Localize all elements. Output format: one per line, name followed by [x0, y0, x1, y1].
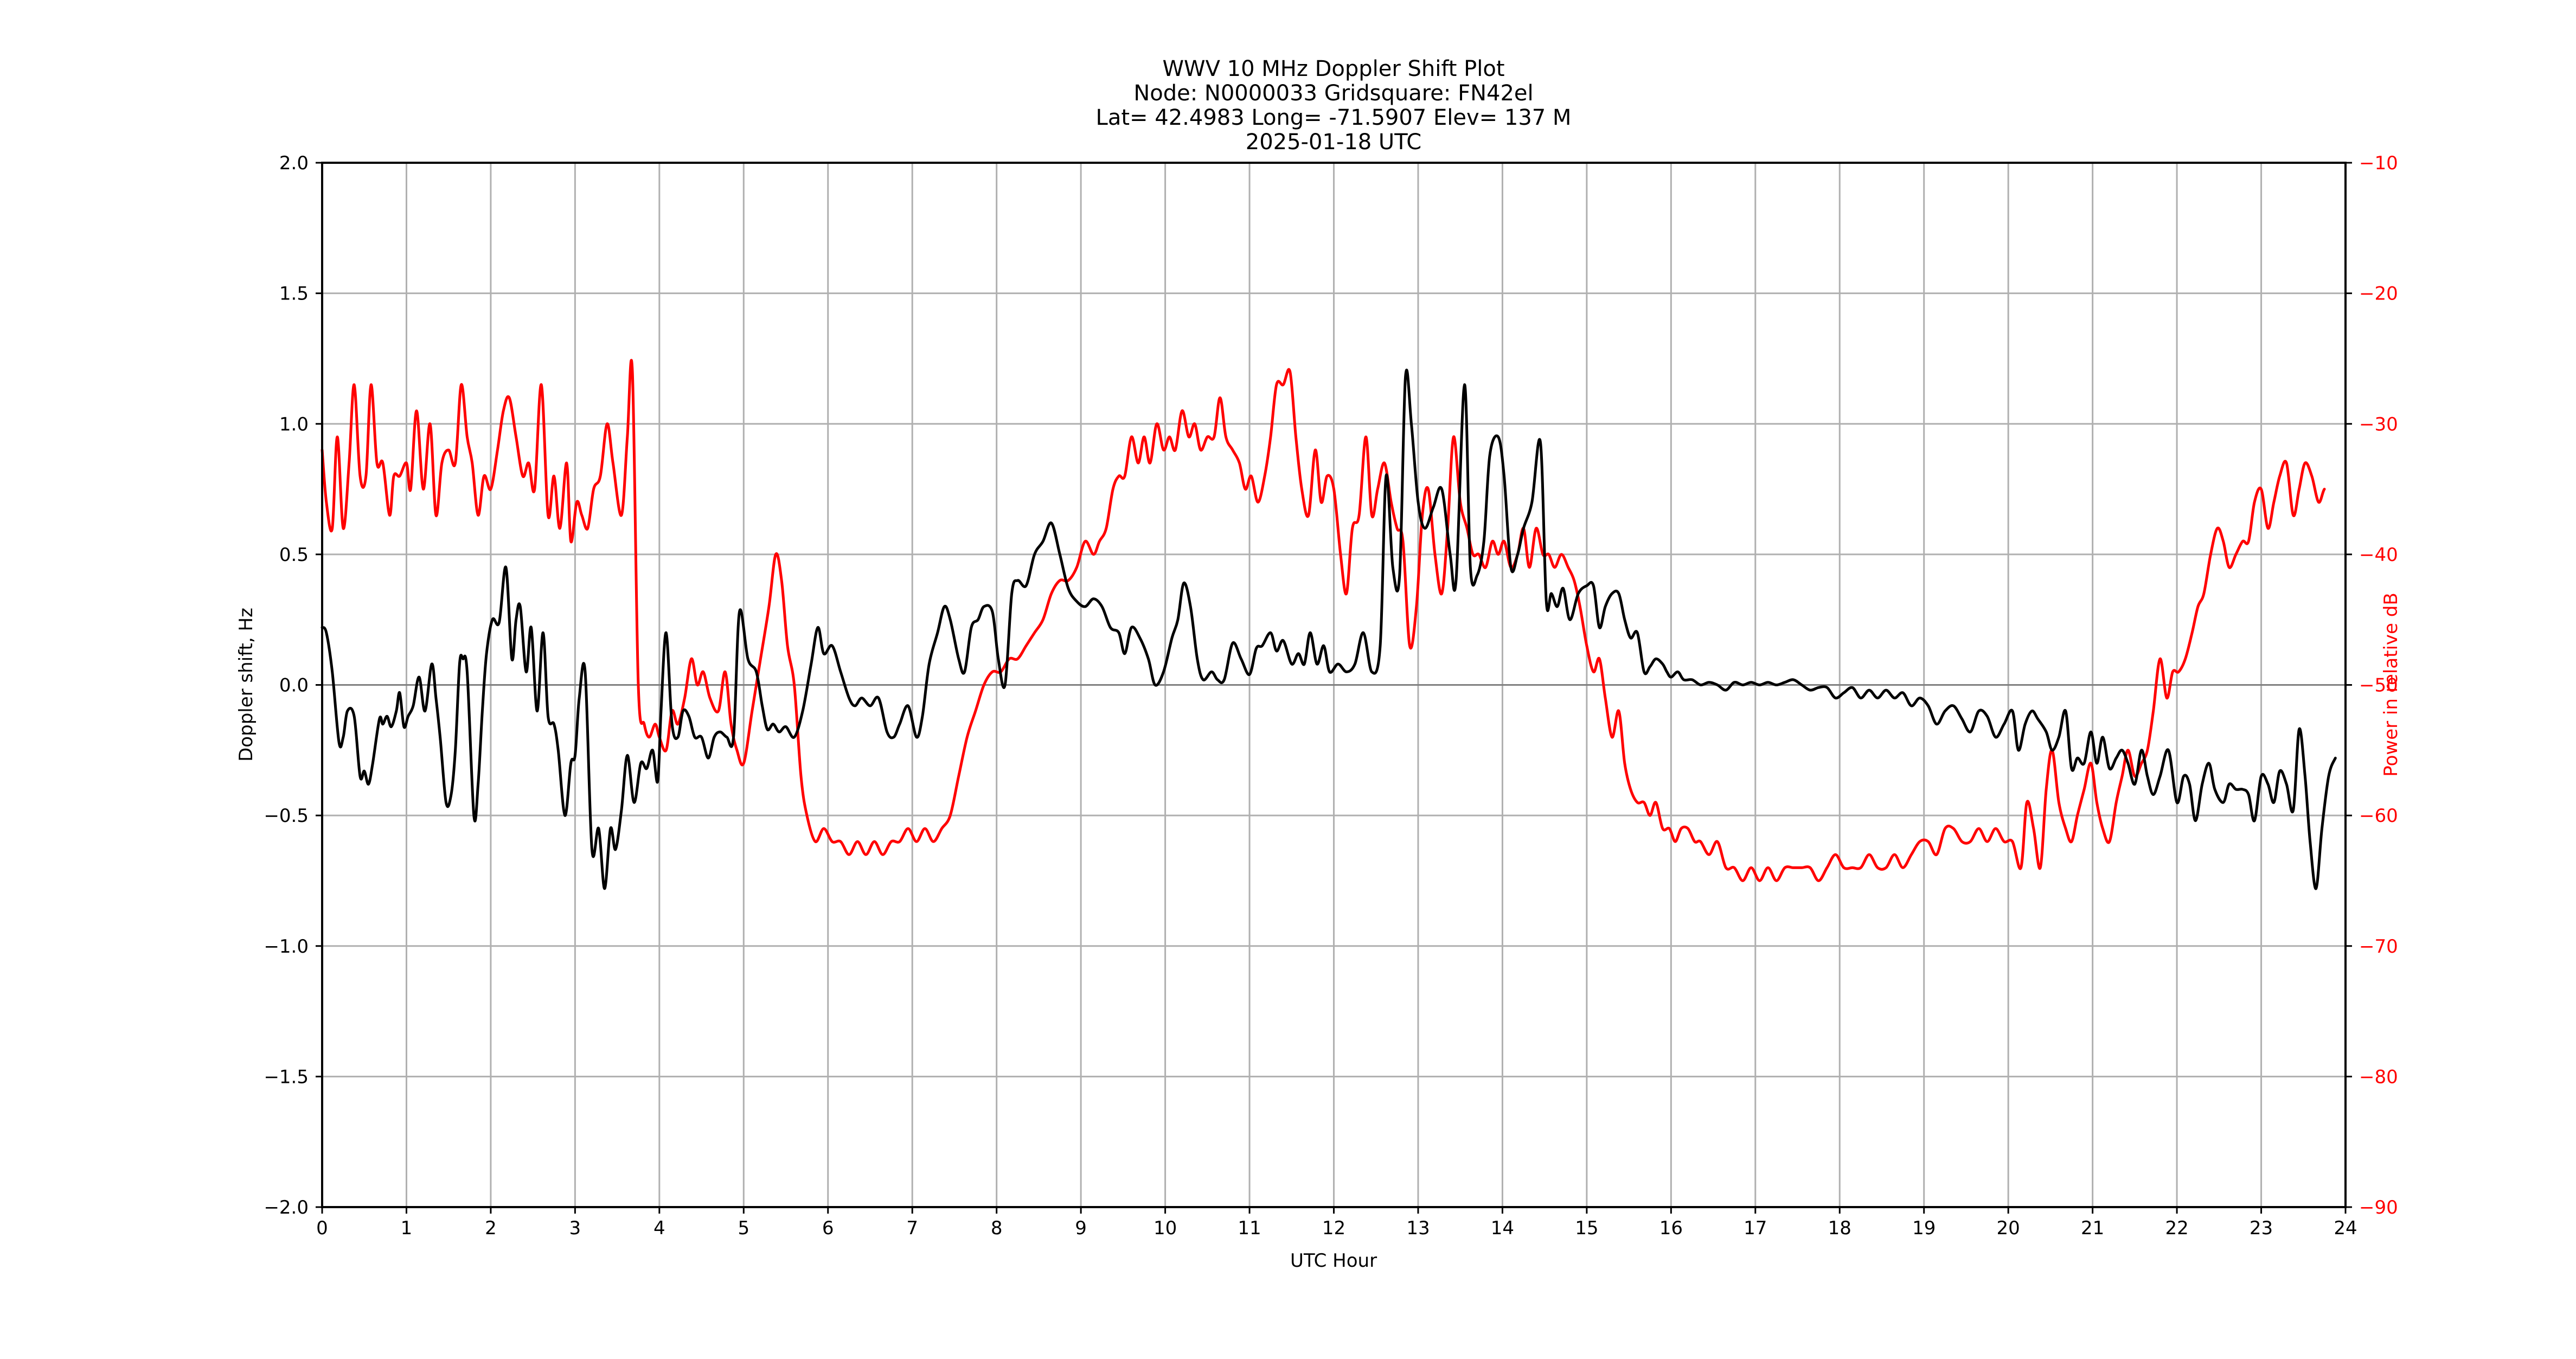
y-right-tick-label: −70	[2359, 936, 2398, 958]
x-tick-label: 21	[2081, 1217, 2104, 1239]
y-right-axis-ticks: −10 −20 −30 −40 −50 −60 −70 −80 −90	[2346, 152, 2398, 1218]
x-tick-label: 4	[653, 1217, 665, 1239]
x-tick-label: 9	[1075, 1217, 1087, 1239]
y-left-tick-label: 1.0	[279, 413, 309, 435]
y-left-axis-ticks: 2.0 1.5 1.0 0.5 0.0 −0.5 −1.0 −1.5 −2.0	[264, 152, 322, 1218]
y-left-tick-label: −0.5	[264, 805, 309, 827]
x-tick-label: 23	[2250, 1217, 2273, 1239]
y-right-tick-label: −90	[2359, 1197, 2398, 1218]
x-tick-label: 16	[1659, 1217, 1683, 1239]
x-tick-label: 2	[485, 1217, 497, 1239]
y-right-tick-label: −60	[2359, 805, 2398, 827]
x-tick-label: 18	[1828, 1217, 1851, 1239]
x-tick-label: 24	[2334, 1217, 2357, 1239]
x-tick-label: 17	[1744, 1217, 1767, 1239]
y-right-tick-label: −10	[2359, 152, 2398, 174]
x-tick-label: 8	[991, 1217, 1003, 1239]
y-left-tick-label: 0.5	[279, 544, 309, 566]
title-line-1: WWV 10 MHz Doppler Shift Plot	[1162, 56, 1504, 81]
title-line-3: Lat= 42.4983 Long= -71.5907 Elev= 137 M	[1096, 105, 1572, 130]
power-series-line	[321, 359, 2326, 882]
y-left-tick-label: 2.0	[279, 152, 309, 174]
y-left-tick-label: −1.0	[264, 936, 309, 958]
x-tick-label: 14	[1491, 1217, 1514, 1239]
chart-title: WWV 10 MHz Doppler Shift Plot Node: N000…	[1096, 56, 1572, 155]
x-tick-label: 5	[738, 1217, 749, 1239]
y-right-tick-label: −50	[2359, 675, 2398, 697]
y-left-tick-label: 1.5	[279, 283, 309, 305]
x-tick-label: 22	[2165, 1217, 2188, 1239]
x-tick-label: 1	[401, 1217, 413, 1239]
grid-lines	[321, 162, 2347, 1208]
y-left-axis-label: Doppler shift, Hz	[235, 608, 257, 762]
x-tick-label: 19	[1912, 1217, 1936, 1239]
title-line-2: Node: N0000033 Gridsquare: FN42el	[1133, 81, 1533, 106]
x-tick-label: 15	[1575, 1217, 1598, 1239]
x-tick-label: 13	[1406, 1217, 1430, 1239]
y-left-tick-label: −1.5	[264, 1066, 309, 1088]
x-axis-ticks: 0 1 2 3 4 5 6 7 8 9 10 11 12 13 14 15 16 17 18 19 20 21 22 23 24	[316, 1207, 2357, 1239]
x-tick-label: 3	[569, 1217, 581, 1239]
doppler-series-line	[321, 368, 2337, 890]
y-right-axis-label: Power in relative dB	[2380, 592, 2402, 776]
x-tick-label: 6	[822, 1217, 834, 1239]
y-right-tick-label: −40	[2359, 544, 2398, 566]
x-tick-label: 20	[1997, 1217, 2020, 1239]
x-tick-label: 12	[1322, 1217, 1345, 1239]
x-tick-label: 11	[1238, 1217, 1261, 1239]
x-tick-label: 10	[1154, 1217, 1177, 1239]
plot-area	[321, 359, 2337, 890]
y-right-tick-label: −80	[2359, 1066, 2398, 1088]
x-tick-label: 7	[906, 1217, 918, 1239]
x-axis-label: UTC Hour	[1290, 1250, 1377, 1272]
x-tick-label: 0	[316, 1217, 328, 1239]
y-left-tick-label: −2.0	[264, 1197, 309, 1218]
y-left-tick-label: 0.0	[279, 675, 309, 697]
y-right-tick-label: −30	[2359, 413, 2398, 435]
y-right-tick-label: −20	[2359, 283, 2398, 305]
title-line-4: 2025-01-18 UTC	[1246, 130, 1421, 155]
